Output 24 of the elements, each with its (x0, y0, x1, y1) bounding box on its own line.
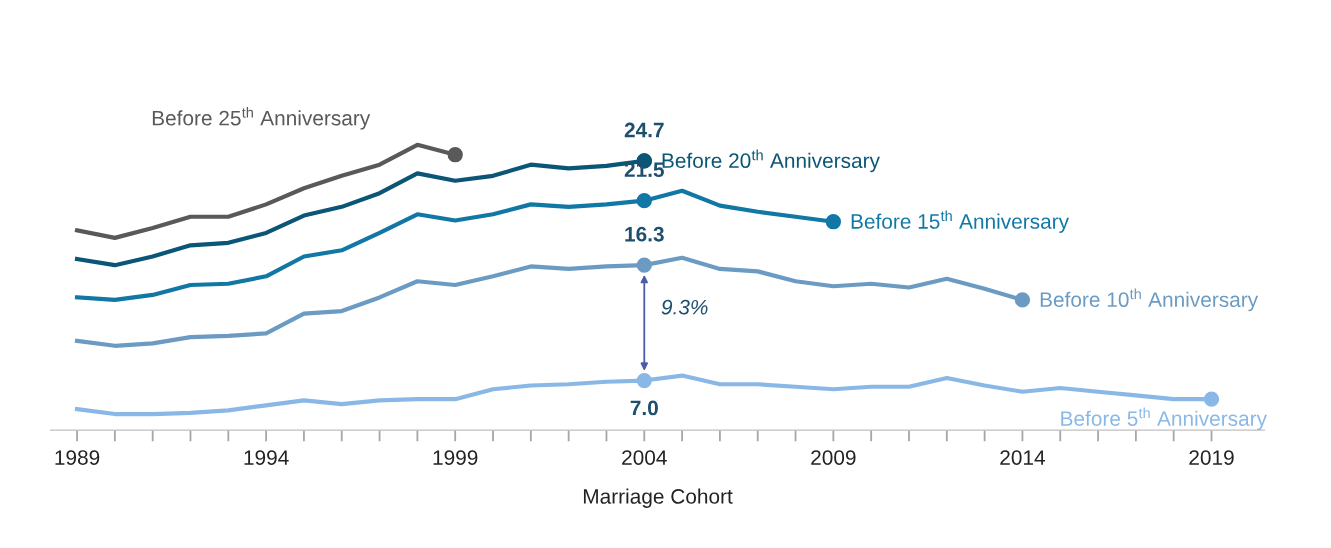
point (447, 147, 463, 163)
point (825, 214, 841, 230)
point (1014, 292, 1031, 308)
series-label: Before 10$^{th}$ Anniversary (1040, 288, 1259, 312)
x-tick-label: 1994 (244, 450, 289, 465)
point (636, 193, 652, 209)
point (636, 372, 652, 389)
data-label: 7.0 (630, 400, 658, 416)
annotation: 9.3% (661, 299, 708, 315)
x-tick-label: 2019 (1189, 450, 1234, 465)
x-tick-label: 1989 (55, 450, 100, 465)
x-tick-label: 2004 (622, 450, 667, 465)
x-tick-label: 2014 (1000, 450, 1045, 465)
series-label: Before 15$^{th}$ Anniversary (851, 210, 1070, 233)
point (636, 257, 652, 273)
series-label: Before 25$^{th}$ Anniversary (152, 107, 371, 130)
point (1203, 391, 1220, 407)
series-label: Before 5$^{th}$ Anniversary (1061, 407, 1267, 431)
x-axis-title: Marriage Cohort (583, 488, 733, 508)
x-tick-label: 2009 (811, 450, 856, 465)
data-label: 16.3 (625, 226, 664, 242)
x-tick-label: 1999 (433, 450, 478, 465)
data-label: 21.5 (624, 162, 664, 178)
data-label: 24.7 (624, 122, 664, 138)
